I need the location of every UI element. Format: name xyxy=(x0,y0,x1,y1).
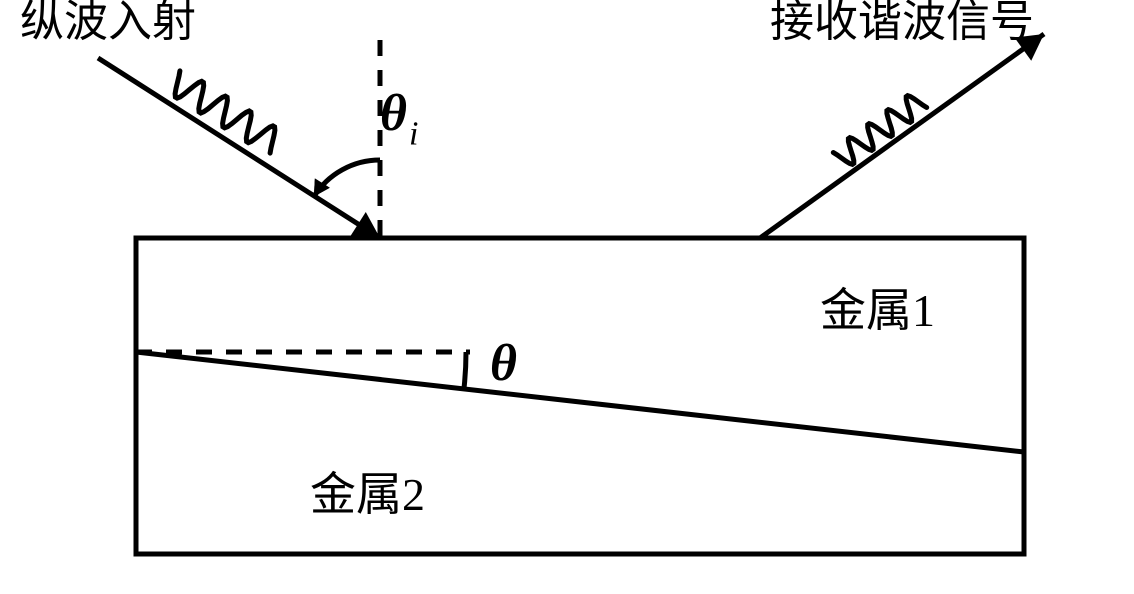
metal-1-label: 金属1 xyxy=(820,285,935,336)
theta-label: θ xyxy=(490,335,517,392)
received-signal-label: 接收谐波信号 xyxy=(770,0,1034,46)
theta-arc xyxy=(464,352,466,389)
incident-wave-label: 纵波入射 xyxy=(20,0,196,46)
metal-2-label: 金属2 xyxy=(310,469,425,520)
